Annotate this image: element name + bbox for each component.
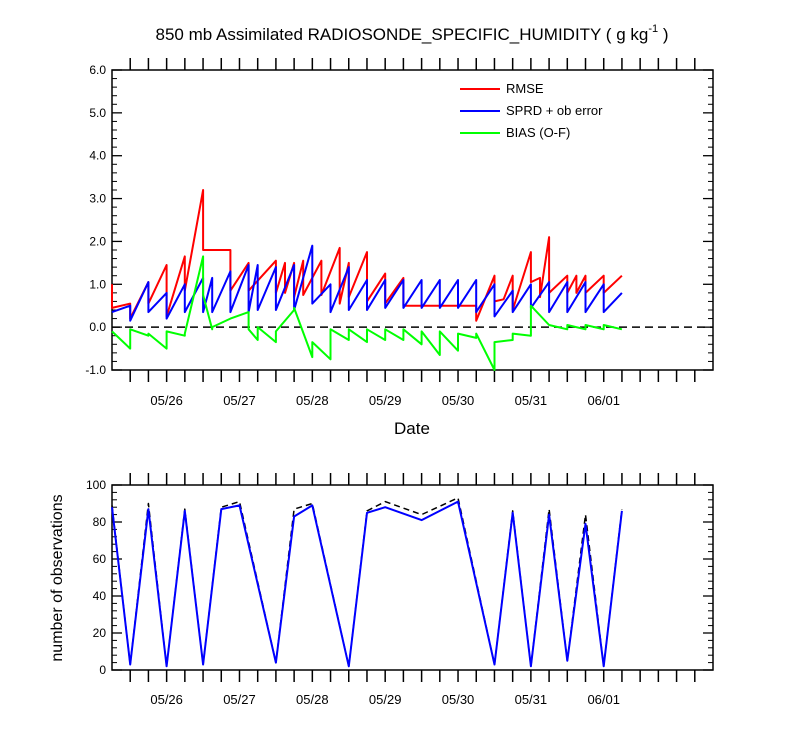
top-x-axis-title: Date [394, 419, 430, 438]
y-tick-label: 0 [99, 663, 106, 677]
x-tick-label: 05/31 [515, 692, 548, 707]
y-tick-label: 40 [93, 589, 107, 603]
series-line-assimilated [111, 500, 623, 668]
legend-label: SPRD + ob error [506, 103, 603, 118]
x-tick-label: 05/30 [442, 692, 475, 707]
x-tick-label: 05/27 [223, 393, 256, 408]
x-tick-label: 05/31 [515, 393, 548, 408]
x-tick-label: 05/29 [369, 393, 402, 408]
y-tick-label: 3.0 [89, 192, 106, 206]
top-chart: -1.0 0.0 1.0 2.0 3.0 4.0 5.0 6.0 05/26 05/27 05/28… [85, 58, 714, 408]
x-tick-label: 05/26 [150, 692, 183, 707]
bottom-y-axis-title: number of observations [49, 494, 66, 661]
series-line-possible [111, 497, 623, 668]
x-tick-label: 05/27 [223, 692, 256, 707]
y-tick-label: 20 [93, 626, 107, 640]
y-tick-label: 6.0 [89, 63, 106, 77]
y-tick-label: 4.0 [89, 149, 106, 163]
legend-label: RMSE [506, 81, 544, 96]
y-tick-label: -1.0 [85, 363, 106, 377]
y-tick-label: 0.0 [89, 320, 106, 334]
x-tick-label: 05/26 [150, 393, 183, 408]
plot-frame-1 [111, 484, 714, 671]
y-tick-label: 2.0 [89, 234, 106, 248]
x-tick-label: 06/01 [587, 692, 620, 707]
y-tick-label: 60 [93, 552, 107, 566]
x-tick-label: 06/01 [587, 393, 620, 408]
x-tick-label: 05/30 [442, 393, 475, 408]
series-line-bias-o-f- [111, 255, 623, 371]
y-tick-label: 80 [93, 515, 107, 529]
x-tick-label: 05/29 [369, 692, 402, 707]
x-tick-label: 05/28 [296, 692, 329, 707]
y-tick-label: 5.0 [89, 106, 106, 120]
y-tick-label: 100 [86, 478, 106, 492]
plot-frame-0 [111, 69, 714, 371]
y-tick-label: 1.0 [89, 277, 106, 291]
bottom-chart: 0 20 40 60 80 100 05/26 05/27 05/28 05/29 05/30 05/… [86, 473, 714, 707]
legend-label: BIAS (O-F) [506, 125, 570, 140]
x-tick-label: 05/28 [296, 393, 329, 408]
top-chart-title: 850 mb Assimilated RADIOSONDE_SPECIFIC_H… [156, 23, 669, 44]
